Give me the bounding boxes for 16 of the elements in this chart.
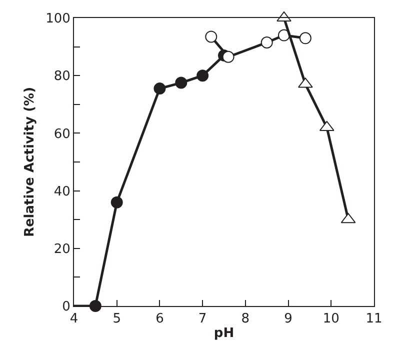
x-tick-label: 6: [156, 312, 164, 327]
y-tick-label: 0: [62, 300, 70, 315]
x-tick-label: 4: [70, 312, 78, 327]
x-tick-label: 9: [284, 312, 292, 327]
y-tick-label: 20: [54, 242, 70, 257]
y-tick-label: 40: [54, 184, 70, 200]
x-tick-label: 5: [112, 312, 121, 327]
y-tick-label: 60: [54, 126, 70, 142]
y-tick-label: 80: [54, 69, 70, 84]
x-tick-label: 8: [241, 312, 250, 327]
x-axis-title: pH: [214, 326, 234, 342]
x-tick-label: 7: [198, 312, 207, 327]
x-tick-label: 10: [322, 312, 340, 327]
x-tick-label: 11: [366, 312, 382, 327]
y-tick-label: 100: [46, 12, 70, 27]
y-axis-title: Relative Activity (%): [22, 86, 38, 238]
